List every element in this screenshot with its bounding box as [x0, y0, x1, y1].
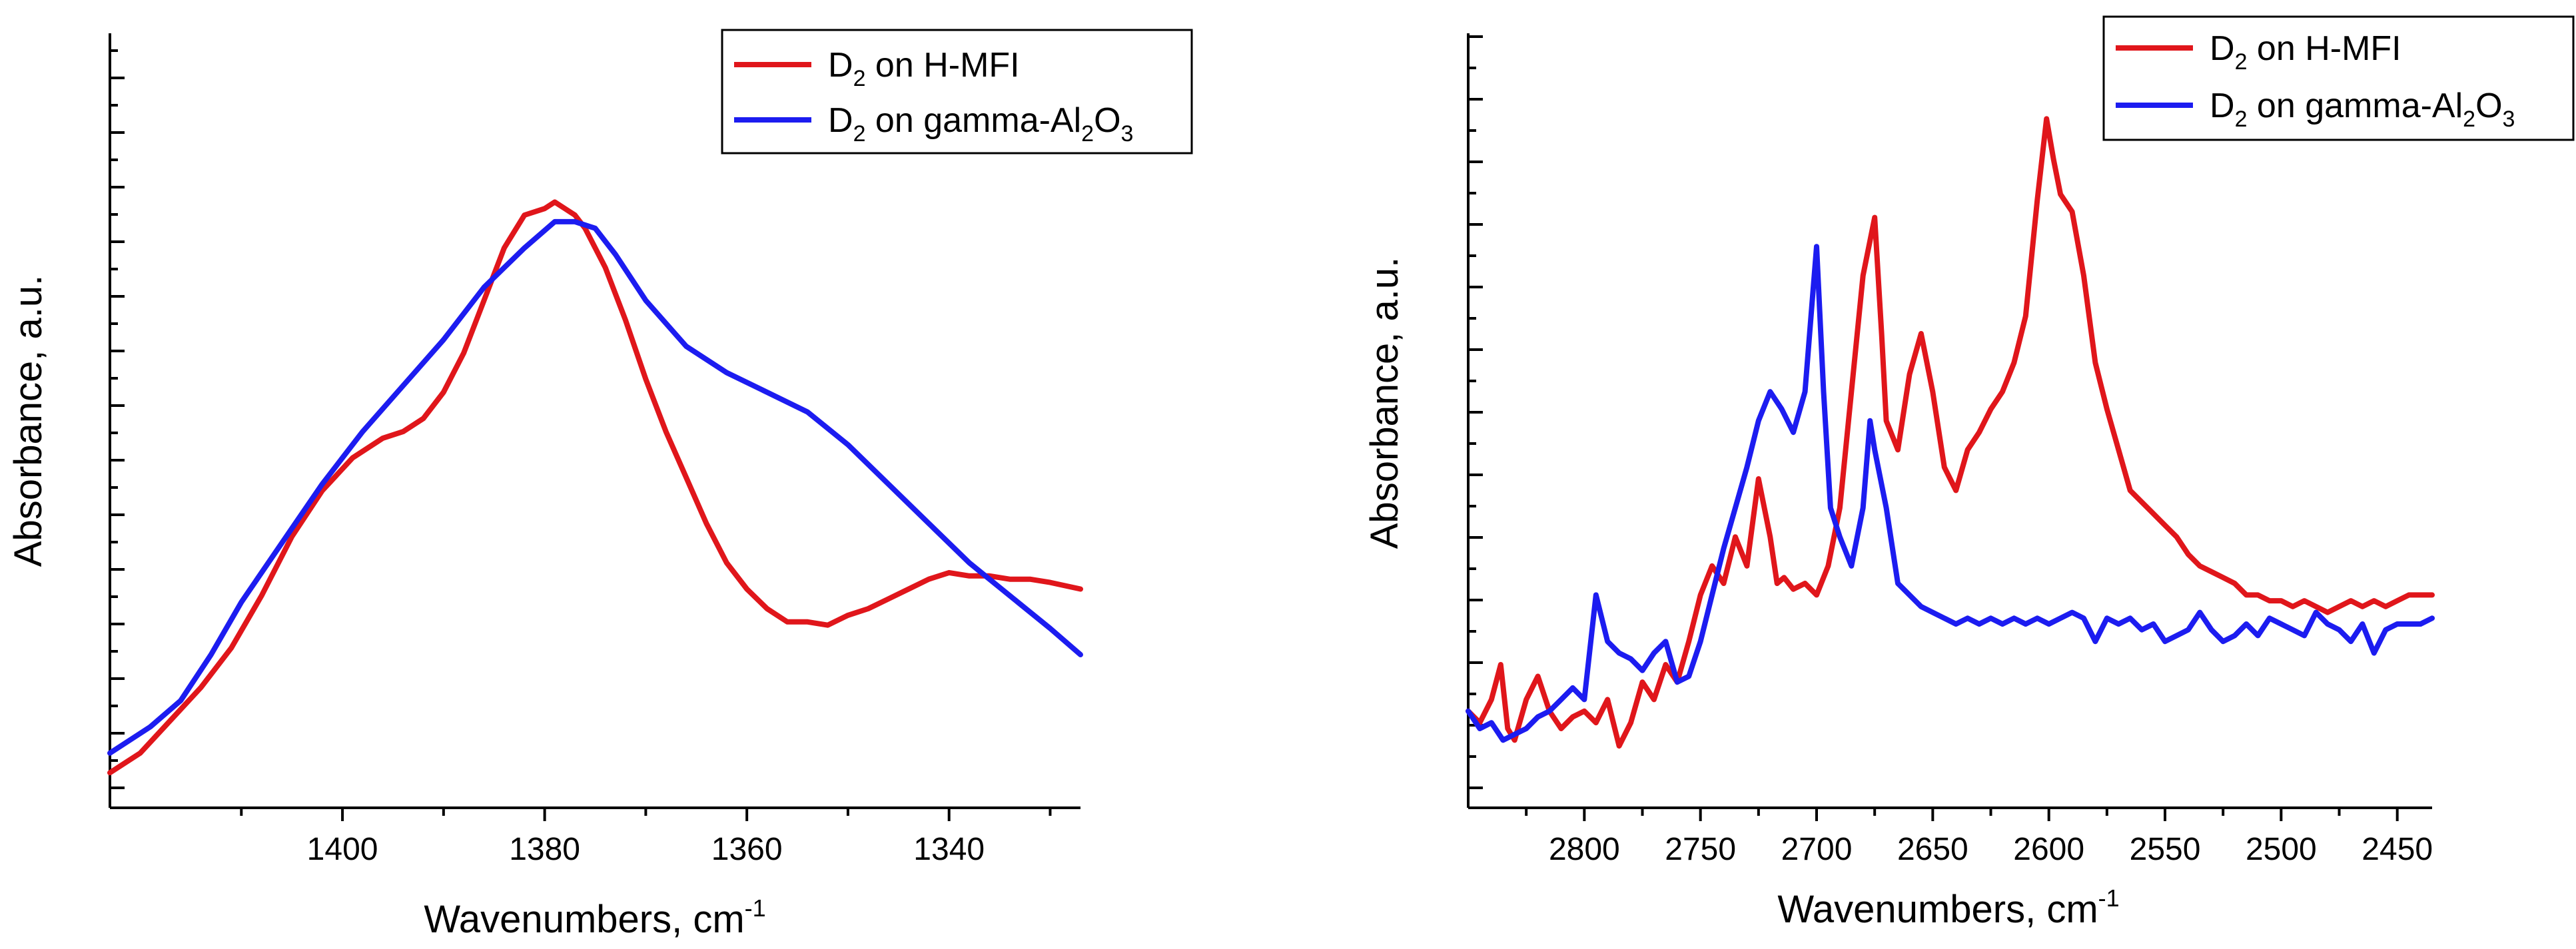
- x-axis-label-left-sup: -1: [745, 894, 766, 922]
- x-ticks-right: 2800 2750 2700 2650 2600 2550 2500 2450: [1525, 808, 2433, 867]
- x-ticks-left: 1400 1380 1360 1340: [240, 808, 1052, 867]
- legend-entry-left-1: D2 on gamma-Al2O3: [828, 101, 1133, 147]
- series-line-left-gamma-al2o3: [107, 218, 1083, 756]
- x-tick-label-right: 2700: [1781, 832, 1853, 867]
- series-line-right-gamma-al2o3: [1466, 244, 2435, 743]
- x-tick-label-right: 2550: [2130, 832, 2201, 867]
- y-ticks-left: [110, 49, 125, 789]
- series-lines-right: [1466, 116, 2435, 749]
- series-lines-left: [107, 199, 1083, 776]
- legend-box-left: [721, 29, 1193, 155]
- x-axis-label-left-main: Wavenumbers, cm: [424, 898, 744, 941]
- y-axis-label-left: Absorbance, a.u.: [7, 275, 50, 567]
- x-tick-label-right: 2600: [2013, 832, 2084, 867]
- x-tick-label-right: 2750: [1665, 832, 1736, 867]
- x-tick-label-left: 1380: [509, 832, 580, 867]
- legend-entry-right-1: D2 on gamma-Al2O3: [2210, 87, 2515, 132]
- x-tick-label-left: 1340: [913, 832, 985, 867]
- x-tick-label-right: 2800: [1549, 832, 1620, 867]
- y-axis-label-right: Absorbance, a.u.: [1363, 257, 1406, 549]
- series-line-left-h-mfi: [107, 199, 1083, 776]
- legend-right: D2 on H-MFI D2 on gamma-Al2O3: [2102, 15, 2575, 141]
- x-axis-label-right: Wavenumbers, cm-1: [1777, 884, 2119, 931]
- legend-left: D2 on H-MFI D2 on gamma-Al2O3: [721, 29, 1193, 155]
- x-axis-label-right-sup: -1: [2098, 884, 2120, 912]
- x-tick-label-left: 1400: [307, 832, 378, 867]
- series-line-right-h-mfi: [1466, 116, 2435, 749]
- legend-entry-left-0: D2 on H-MFI: [828, 46, 1020, 91]
- chart-panel-left: 1400 1380 1360 1340 Absorbance, a.u. Wavenu…: [7, 29, 1193, 941]
- chart-panel-right: 2800 2750 2700 2650 2600 2550 2500 2450 Absorba…: [1363, 15, 2575, 931]
- x-tick-label-left: 1360: [711, 832, 783, 867]
- x-axis-label-right-main: Wavenumbers, cm: [1777, 888, 2098, 931]
- legend-box-right: [2102, 15, 2575, 141]
- x-tick-label-right: 2450: [2361, 832, 2433, 867]
- x-axis-label-left: Wavenumbers, cm-1: [424, 894, 765, 941]
- y-ticks-right: [1468, 35, 1483, 789]
- legend-entry-right-0: D2 on H-MFI: [2210, 29, 2401, 75]
- x-tick-label-right: 2650: [1897, 832, 1968, 867]
- x-tick-label-right: 2500: [2246, 832, 2317, 867]
